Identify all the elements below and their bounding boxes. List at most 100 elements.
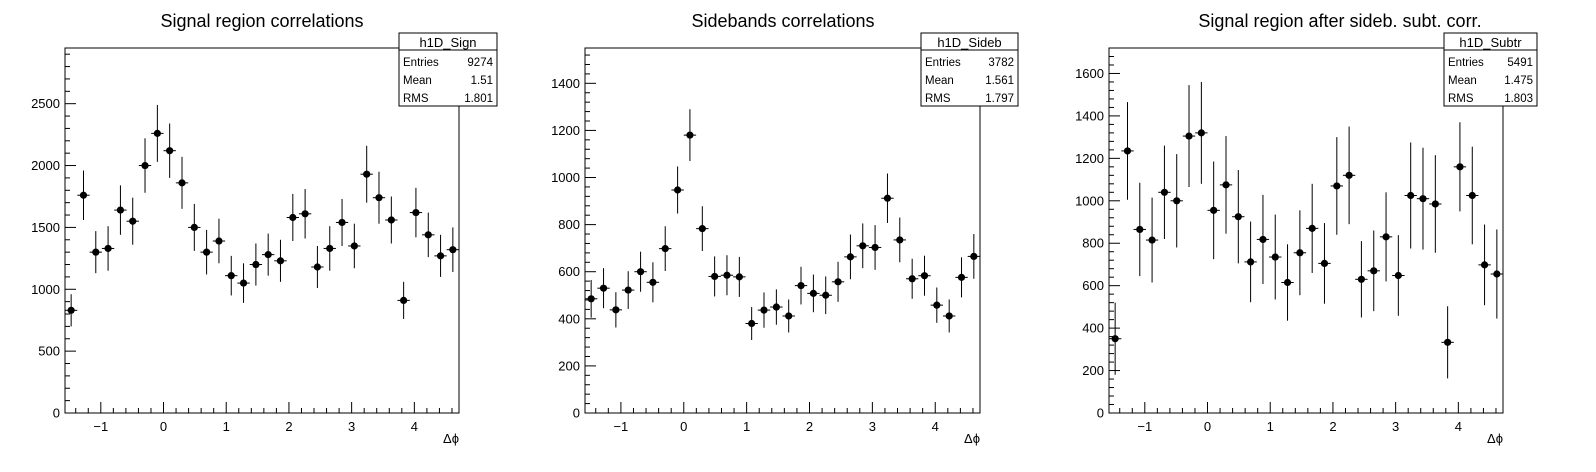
stats-label: Mean [925, 75, 954, 87]
point-marker [1222, 181, 1230, 189]
point-marker [129, 217, 137, 225]
point-marker [612, 306, 620, 314]
data-point [151, 104, 164, 162]
stats-label: Mean [1448, 75, 1477, 87]
data-point [1466, 146, 1479, 245]
point-marker [276, 257, 285, 265]
point-marker [785, 312, 793, 320]
point-marker [945, 312, 953, 320]
y-tick-label: 1400 [551, 76, 580, 91]
point-marker [153, 129, 161, 137]
point-marker [289, 213, 297, 222]
point-marker [116, 206, 125, 214]
data-point [733, 256, 746, 297]
point-marker [772, 303, 780, 311]
data-point [126, 197, 139, 245]
data-point [844, 234, 857, 280]
data-point [918, 255, 931, 296]
data-point [225, 255, 238, 296]
point-marker [674, 186, 682, 194]
stats-box: h1D_Sideb Entries 3782 Mean 1.561 RMS 1.797 [920, 32, 1019, 107]
data-point [89, 231, 102, 274]
point-marker [387, 216, 395, 224]
data-point [335, 198, 349, 246]
data-point [397, 281, 410, 319]
x-axis-label: Δϕ [1487, 431, 1503, 446]
chart-title: Sidebands correlations [691, 11, 874, 31]
y-tick-label: 600 [1082, 278, 1104, 293]
stats-value: 9274 [467, 57, 493, 69]
point-marker [1246, 258, 1255, 266]
point-marker [104, 244, 112, 253]
data-point [868, 225, 882, 270]
x-axis-label: Δϕ [964, 431, 980, 446]
point-marker [920, 272, 929, 280]
y-tick-label: 1600 [1075, 66, 1104, 81]
data-point [1108, 302, 1122, 375]
point-marker [1333, 182, 1341, 190]
point-marker [1468, 191, 1476, 200]
point-marker [252, 260, 260, 269]
point-marker [1345, 171, 1353, 179]
data-point [348, 223, 361, 269]
data-point [856, 223, 869, 269]
point-marker [1160, 188, 1169, 196]
stats-value: 3782 [988, 57, 1014, 69]
data-point [1121, 102, 1134, 200]
data-point [621, 271, 635, 309]
y-tick-label: 800 [558, 217, 580, 232]
data-point [1170, 154, 1183, 248]
data-point [794, 266, 808, 305]
chart-panel-2: Sidebands correlations −1 0 1 2 3 4 0 200 400 600 8… [551, 11, 1019, 446]
data-point [1219, 136, 1233, 234]
data-point [1145, 197, 1159, 283]
x-tick-label: −1 [1137, 419, 1152, 434]
data-point [770, 289, 783, 325]
point-marker [1283, 278, 1292, 287]
point-marker [141, 161, 149, 170]
stats-value: 1.797 [985, 93, 1014, 105]
data-point [175, 156, 189, 209]
point-marker [1271, 253, 1279, 261]
y-tick-label: 0 [573, 406, 580, 421]
data-point [893, 217, 906, 263]
data-point [1490, 229, 1504, 319]
data-point [1342, 126, 1356, 225]
data-point [720, 255, 734, 296]
data-point [1158, 145, 1171, 239]
point-marker [313, 263, 322, 271]
stats-value: 1.561 [985, 75, 1014, 87]
point-marker [970, 252, 978, 261]
data-point [200, 229, 213, 275]
data-point [114, 185, 127, 235]
point-marker [301, 210, 309, 218]
data-point [385, 196, 398, 244]
y-tick-label: 0 [53, 406, 60, 421]
data-point [1429, 155, 1442, 253]
y-tick-label: 2500 [31, 96, 60, 111]
data-point [77, 170, 90, 220]
point-marker [326, 244, 334, 253]
point-marker [1444, 338, 1452, 346]
point-marker [1259, 235, 1267, 244]
x-tick-label: 2 [806, 419, 813, 434]
y-tick-label: 1400 [1075, 108, 1104, 123]
data-point [1441, 306, 1454, 379]
point-marker [748, 319, 756, 328]
data-point [584, 279, 598, 318]
point-marker [1357, 275, 1366, 283]
data-point [1392, 235, 1405, 316]
data-point [1133, 182, 1146, 277]
data-point [286, 194, 299, 242]
data-point [659, 226, 672, 272]
x-tick-label: 4 [411, 419, 418, 434]
data-point [967, 234, 981, 279]
data-point [782, 299, 795, 333]
data-point [409, 187, 423, 238]
y-tick-label: 400 [1082, 321, 1104, 336]
point-marker [338, 218, 346, 227]
stats-value: 1.801 [464, 93, 493, 105]
point-marker [202, 248, 211, 256]
point-marker [797, 282, 805, 290]
